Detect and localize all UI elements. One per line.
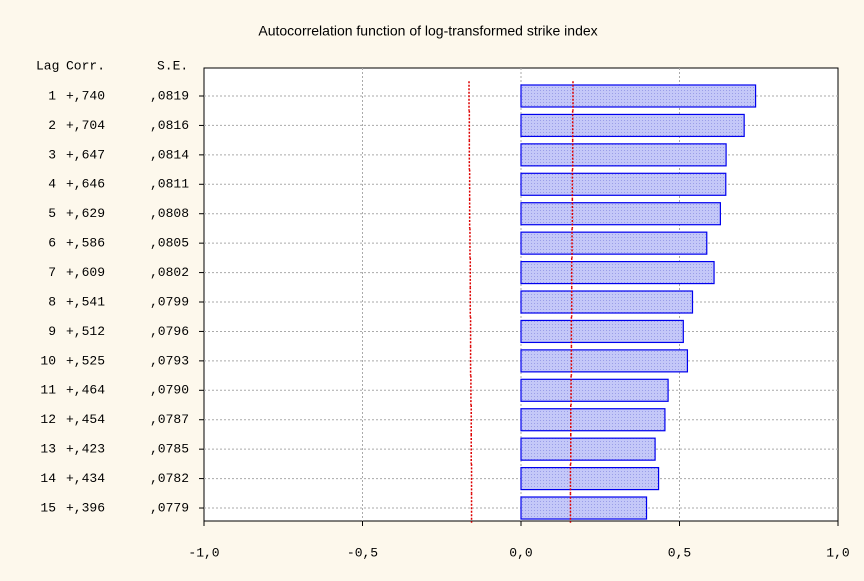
se-label: ,0782 (150, 471, 189, 486)
corr-label: +,647 (66, 147, 105, 162)
corr-label: +,541 (66, 294, 105, 309)
se-label: ,0793 (150, 353, 189, 368)
corr-label: +,646 (66, 177, 105, 192)
bar (520, 143, 727, 167)
corr-label: +,434 (66, 471, 105, 486)
bar (520, 290, 694, 314)
lag-label: 1 (48, 88, 56, 103)
bar (520, 113, 745, 138)
se-label: ,0811 (150, 177, 189, 192)
bar (520, 349, 689, 373)
column-header: Corr. (66, 58, 105, 73)
se-label: ,0787 (150, 412, 189, 427)
bar (520, 84, 757, 108)
se-label: ,0816 (150, 118, 189, 133)
se-label: ,0814 (150, 147, 189, 162)
corr-label: +,704 (66, 118, 105, 133)
lag-label: 5 (48, 206, 56, 221)
corr-label: +,586 (66, 236, 105, 251)
corr-label: +,396 (66, 500, 105, 515)
lag-label: 14 (40, 471, 56, 486)
x-tick-label: 1,0 (826, 545, 849, 560)
bar (520, 260, 715, 285)
corr-label: +,525 (66, 353, 105, 368)
se-label: ,0808 (150, 206, 189, 221)
bar (520, 319, 684, 344)
corr-label: +,454 (66, 412, 105, 427)
lag-label: 6 (48, 236, 56, 251)
lag-label: 10 (40, 353, 56, 368)
lag-label: 7 (48, 265, 56, 280)
x-tick-label: 0,5 (668, 545, 691, 560)
se-label: ,0802 (150, 265, 189, 280)
lag-label: 13 (40, 442, 56, 457)
column-header: S.E. (157, 58, 188, 73)
x-tick-label: -0,5 (347, 545, 378, 560)
se-label: ,0790 (150, 383, 189, 398)
corr-label: +,464 (66, 383, 105, 398)
bar (520, 466, 660, 491)
lag-label: 3 (48, 147, 56, 162)
chart-title: Autocorrelation function of log-transfor… (258, 23, 597, 39)
bar (520, 378, 669, 402)
bar (520, 437, 656, 461)
lag-label: 15 (40, 500, 56, 515)
lag-label: 2 (48, 118, 56, 133)
x-tick-label: -1,0 (188, 545, 219, 560)
column-header: Lag (36, 58, 59, 73)
se-label: ,0796 (150, 324, 189, 339)
corr-label: +,423 (66, 442, 105, 457)
lag-label: 4 (48, 177, 56, 192)
se-label: ,0785 (150, 442, 189, 457)
bar (520, 202, 721, 226)
lag-label: 9 (48, 324, 56, 339)
lag-label: 8 (48, 294, 56, 309)
corr-label: +,629 (66, 206, 105, 221)
corr-label: +,609 (66, 265, 105, 280)
bar (520, 496, 648, 520)
se-label: ,0819 (150, 88, 189, 103)
lag-label: 12 (40, 412, 56, 427)
se-label: ,0779 (150, 500, 189, 515)
x-tick-label: 0,0 (509, 545, 532, 560)
se-label: ,0805 (150, 236, 189, 251)
se-label: ,0799 (150, 294, 189, 309)
bar (520, 231, 708, 255)
bar (520, 172, 727, 196)
corr-label: +,740 (66, 88, 105, 103)
lag-label: 11 (40, 383, 56, 398)
corr-label: +,512 (66, 324, 105, 339)
bar (520, 408, 666, 432)
